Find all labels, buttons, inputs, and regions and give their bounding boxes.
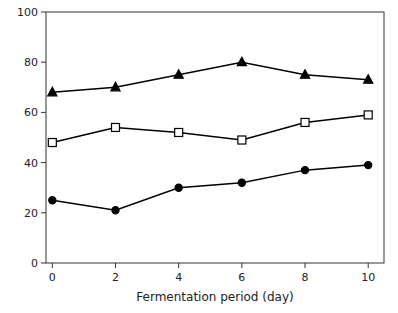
x-tick-label: 4 — [175, 271, 182, 284]
data-point — [365, 162, 372, 169]
x-tick — [241, 263, 242, 268]
data-point — [237, 57, 246, 65]
data-point — [238, 179, 245, 186]
x-tick — [178, 263, 179, 268]
x-tick-label: 10 — [361, 271, 375, 284]
y-tick-label: 40 — [24, 157, 38, 170]
chart: 0246810020406080100Fermentation period (… — [0, 0, 398, 313]
y-tick — [41, 62, 46, 63]
data-point — [175, 184, 182, 191]
series-line — [52, 62, 368, 92]
x-tick — [305, 263, 306, 268]
plot-frame — [46, 12, 384, 263]
y-tick-label: 60 — [24, 106, 38, 119]
data-point — [49, 197, 56, 204]
x-tick — [115, 263, 116, 268]
data-point — [174, 70, 183, 79]
y-tick-label: 100 — [17, 6, 38, 19]
x-tick-label: 2 — [112, 271, 119, 284]
x-axis-label: Fermentation period (day) — [136, 290, 293, 304]
plot-area — [48, 57, 373, 214]
data-point — [238, 136, 246, 144]
y-tick-label: 0 — [31, 257, 38, 270]
series-line — [52, 115, 368, 143]
y-tick — [41, 112, 46, 113]
data-point — [175, 128, 183, 136]
x-tick-label: 6 — [238, 271, 245, 284]
series-line — [52, 165, 368, 210]
y-tick — [41, 212, 46, 213]
data-point — [300, 70, 309, 79]
data-point — [111, 123, 119, 131]
y-tick-label: 80 — [24, 56, 38, 69]
x-tick — [368, 263, 369, 268]
x-tick-label: 0 — [49, 271, 56, 284]
data-point — [111, 82, 120, 91]
y-tick-label: 20 — [24, 207, 38, 220]
y-tick — [41, 162, 46, 163]
data-point — [364, 75, 373, 84]
data-point — [48, 139, 56, 147]
data-point — [364, 111, 372, 119]
data-point — [112, 207, 119, 214]
y-tick — [41, 12, 46, 13]
x-tick-label: 8 — [302, 271, 309, 284]
data-point — [301, 167, 308, 174]
data-point — [48, 87, 57, 96]
x-tick — [52, 263, 53, 268]
data-point — [301, 118, 309, 126]
y-tick — [41, 263, 46, 264]
